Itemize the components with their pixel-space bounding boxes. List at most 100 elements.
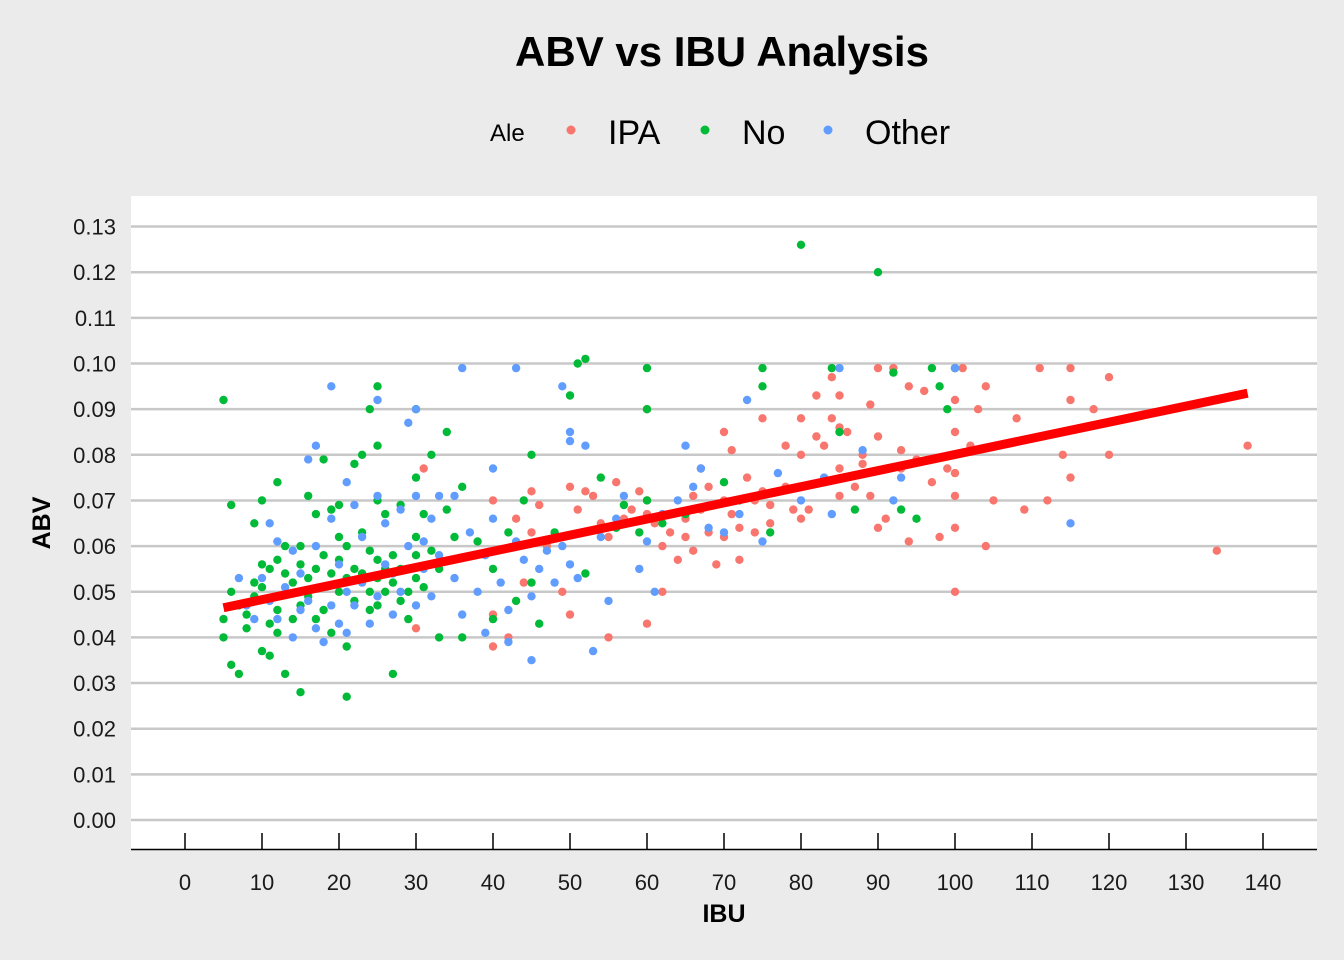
point-no [288,578,297,587]
point-no [350,564,359,574]
point-other [411,601,421,610]
point-ipa [796,514,806,523]
point-no [896,505,906,514]
point-other [588,646,598,656]
point-no [350,459,359,469]
point-no [581,569,590,578]
point-other [427,514,436,523]
point-ipa [735,555,744,564]
point-ipa [627,505,636,514]
y-tick-label: 0.07 [73,488,116,513]
point-ipa [511,514,521,523]
point-no [288,614,297,624]
point-other [396,505,405,514]
point-ipa [950,395,960,405]
point-ipa [588,491,598,501]
y-tick-label: 0.10 [73,352,116,377]
x-tick-label: 130 [1168,870,1205,895]
point-other [796,496,806,505]
point-other [288,633,297,642]
point-other [473,587,482,596]
point-other [596,532,605,542]
point-other [511,363,521,373]
point-no [411,473,421,482]
point-other [719,528,729,537]
point-ipa [565,610,575,619]
point-no [250,519,259,528]
point-ipa [742,473,752,482]
point-no [943,405,952,414]
point-no [257,583,267,592]
x-tick-label: 140 [1245,870,1282,895]
point-other [481,628,490,637]
point-no [373,601,382,610]
point-no [827,363,836,373]
point-no [642,496,652,505]
x-axis-title: IBU [702,900,745,928]
point-no [835,427,844,437]
point-ipa [981,541,990,551]
point-ipa [873,523,883,532]
point-ipa [1043,496,1052,505]
point-ipa [527,528,536,537]
y-axis: 0.00 0.01 0.02 0.03 0.04 0.05 0.06 0.07 0.08 0.09… [73,215,116,833]
point-other [419,537,428,546]
point-no [327,628,336,637]
point-ipa [735,523,744,532]
point-no [273,555,282,564]
point-ipa [411,624,421,633]
x-tick-label: 40 [481,870,505,895]
point-ipa [835,391,844,400]
point-other [373,592,382,601]
point-ipa [642,619,652,628]
point-ipa [750,528,759,537]
point-no [889,368,898,377]
y-tick-label: 0.05 [73,580,116,605]
point-other [858,446,867,455]
point-no [342,692,351,701]
point-other [396,587,405,596]
point-ipa [896,446,906,455]
point-no [535,619,544,628]
y-tick-label: 0.02 [73,717,116,742]
point-other [558,382,567,391]
point-no [319,455,328,464]
point-ipa [827,373,836,382]
point-no [334,587,344,596]
point-other [535,564,544,574]
point-no [434,633,444,642]
point-other [327,514,336,523]
point-other [296,569,305,578]
point-no [519,496,528,505]
point-ipa [1066,363,1075,373]
point-no [327,569,336,578]
point-ipa [873,363,883,373]
point-no [388,578,398,587]
point-ipa [604,633,613,642]
point-no [658,519,667,528]
point-no [373,382,382,391]
point-no [227,660,236,669]
point-no [596,473,605,482]
point-ipa [419,464,428,473]
point-no [273,605,282,615]
point-no [365,587,374,596]
point-other [311,441,321,450]
point-ipa [766,519,775,528]
point-ipa [1089,405,1098,414]
point-other [950,363,960,373]
point-other [434,491,444,501]
point-other [450,491,459,501]
point-no [296,688,305,697]
point-ipa [1066,473,1075,482]
point-ipa [950,427,960,437]
point-other [758,537,767,546]
point-ipa [1035,363,1044,373]
point-no [311,509,321,519]
point-other [381,519,390,528]
point-no [342,642,351,651]
y-tick-label: 0.09 [73,397,116,422]
point-ipa [712,560,721,569]
point-ipa [827,414,836,423]
